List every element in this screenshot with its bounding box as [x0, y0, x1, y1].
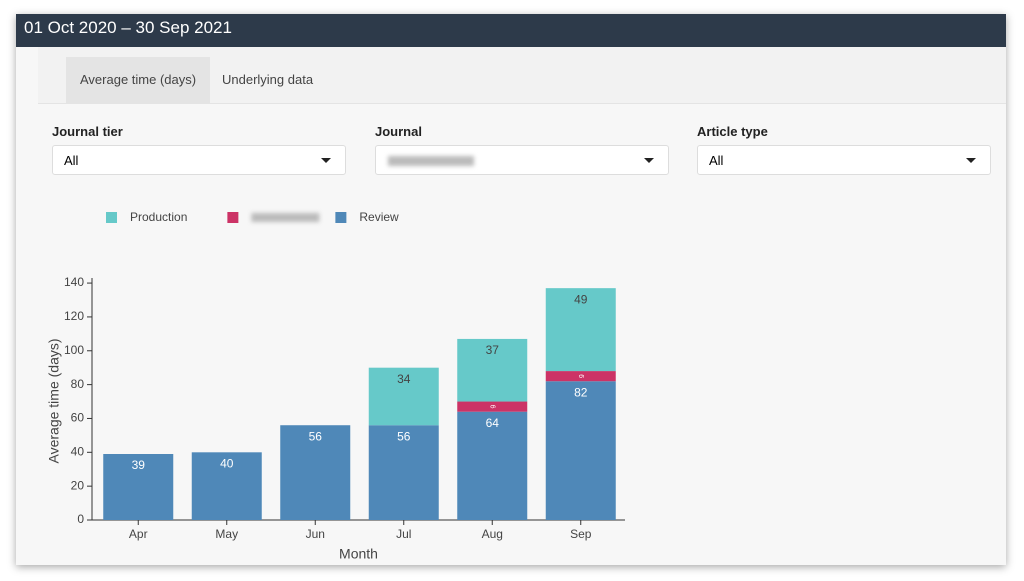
tab-bar: Average time (days) Underlying data	[38, 47, 1006, 104]
dropdown-arrow	[644, 158, 654, 163]
bar-segment	[368, 425, 439, 520]
bar-segment	[103, 454, 174, 520]
data-label: 37	[486, 343, 500, 357]
data-label: 49	[574, 292, 588, 306]
data-label: 82	[574, 385, 588, 399]
x-tick-label: Apr	[129, 527, 148, 541]
y-tick-label: 120	[64, 309, 84, 323]
bar-segment	[191, 452, 262, 520]
dropdown-value: All	[64, 153, 79, 168]
data-label: 6	[577, 374, 584, 378]
y-tick-label: 60	[71, 411, 85, 425]
data-label: 34	[397, 372, 411, 386]
filter-label: Journal tier	[52, 124, 123, 139]
data-label: 40	[220, 456, 234, 470]
bar-segment	[545, 381, 616, 520]
blurred-text	[388, 156, 474, 166]
filter-label: Article type	[697, 124, 768, 139]
data-label: 64	[486, 416, 500, 430]
data-label: 39	[132, 458, 146, 472]
bar-segment	[457, 401, 528, 412]
bar-segment	[368, 367, 439, 426]
data-label: 6	[488, 405, 495, 409]
dropdown-arrow	[966, 158, 976, 163]
data-label: 56	[309, 429, 323, 443]
legend-swatch	[106, 212, 117, 223]
bar-segment	[280, 425, 351, 520]
bar-segment	[545, 288, 616, 372]
dropdown[interactable]: All	[697, 145, 991, 175]
legend-label: Production	[130, 210, 187, 224]
legend-label: Review	[359, 210, 399, 224]
bar-segment	[457, 411, 528, 520]
header-title: 01 Oct 2020 – 30 Sep 2021	[16, 14, 1006, 47]
x-tick-label: May	[215, 527, 238, 541]
x-tick-label: Aug	[482, 527, 503, 541]
legend-swatch	[335, 212, 347, 223]
dropdown[interactable]	[375, 145, 669, 175]
y-tick-label: 0	[77, 512, 84, 526]
legend-swatch	[227, 212, 239, 223]
y-tick-label: 140	[64, 275, 84, 289]
bar-segment	[457, 338, 528, 402]
filter-label: Journal	[375, 124, 422, 139]
y-tick-label: 40	[71, 444, 85, 458]
tab[interactable]: Underlying data	[222, 72, 314, 87]
y-tick-label: 100	[64, 343, 84, 357]
x-tick-label: Jun	[306, 527, 325, 541]
dropdown-arrow	[321, 158, 331, 163]
x-axis-title: Month	[339, 546, 378, 562]
bar-segment	[545, 371, 616, 382]
y-tick-label: 80	[71, 377, 85, 391]
x-tick-label: Sep	[570, 527, 592, 541]
y-axis-title: Average time (days)	[46, 338, 62, 463]
data-label: 56	[397, 429, 411, 443]
x-tick-label: Jul	[396, 527, 411, 541]
tab[interactable]: Average time (days)	[66, 57, 211, 103]
dropdown-value: All	[709, 153, 724, 168]
dropdown[interactable]: All	[52, 145, 346, 175]
blurred-legend-label	[251, 213, 320, 222]
y-tick-label: 20	[71, 478, 85, 492]
